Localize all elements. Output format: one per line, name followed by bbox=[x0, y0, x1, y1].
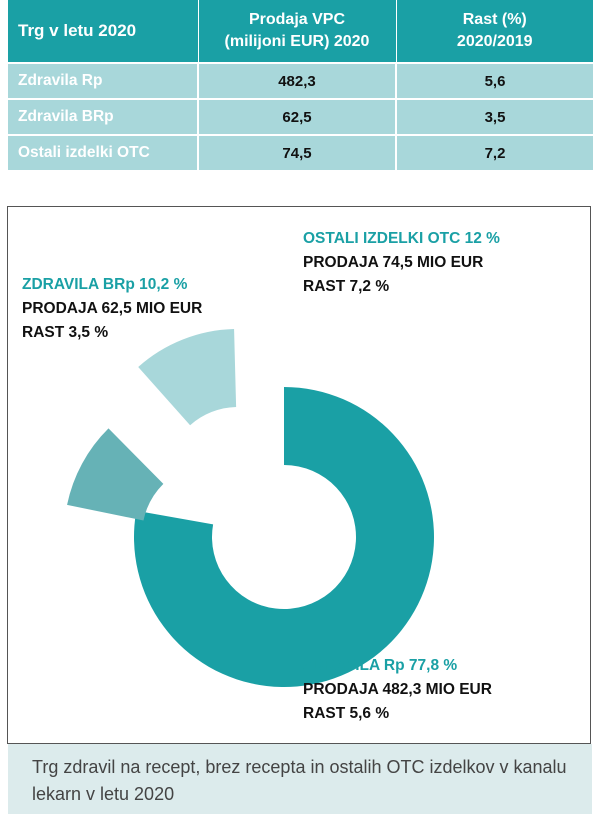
row-growth: 5,6 bbox=[396, 62, 593, 99]
table-row: Ostali izdelki OTC 74,5 7,2 bbox=[8, 134, 593, 170]
table-row: Zdravila BRp 62,5 3,5 bbox=[8, 98, 593, 135]
row-name: Zdravila BRp bbox=[8, 98, 199, 135]
label-rp-head: ZDRAVILA Rp 77,8 % bbox=[303, 657, 458, 674]
label-brp-sales: PRODAJA 62,5 MIO EUR bbox=[22, 300, 203, 317]
header-sales: Prodaja VPC (milijoni EUR) 2020 bbox=[198, 0, 397, 63]
slice-ostali-otc bbox=[138, 329, 237, 426]
donut-chart bbox=[67, 329, 435, 687]
row-name: Ostali izdelki OTC bbox=[8, 134, 199, 170]
row-growth: 7,2 bbox=[396, 134, 593, 170]
label-otc-growth: RAST 7,2 % bbox=[303, 278, 390, 295]
label-otc-sales: PRODAJA 74,5 MIO EUR bbox=[303, 254, 484, 271]
slice-zdravila-brp bbox=[67, 428, 164, 521]
row-name: Zdravila Rp bbox=[8, 62, 199, 99]
header-growth: Rast (%) 2020/2019 bbox=[396, 0, 593, 63]
label-otc-head: OSTALI IZDELKI OTC 12 % bbox=[303, 230, 500, 247]
row-growth: 3,5 bbox=[396, 98, 593, 135]
figure-caption: Trg zdravil na recept, brez recepta in o… bbox=[8, 744, 592, 814]
donut-chart-panel: OSTALI IZDELKI OTC 12 % PRODAJA 74,5 MIO… bbox=[7, 206, 591, 744]
table-row: Zdravila Rp 482,3 5,6 bbox=[8, 62, 593, 99]
label-brp-growth: RAST 3,5 % bbox=[22, 324, 109, 341]
label-rp-sales: PRODAJA 482,3 MIO EUR bbox=[303, 681, 492, 698]
label-brp-head: ZDRAVILA BRp 10,2 % bbox=[22, 276, 188, 293]
label-brp: ZDRAVILA BRp 10,2 % PRODAJA 62,5 MIO EUR… bbox=[22, 273, 202, 345]
header-market: Trg v letu 2020 bbox=[8, 0, 199, 63]
label-rp: ZDRAVILA Rp 77,8 % PRODAJA 482,3 MIO EUR… bbox=[303, 654, 492, 726]
slice-zdravila-rp bbox=[133, 387, 435, 687]
row-sales: 62,5 bbox=[198, 98, 397, 135]
label-otc: OSTALI IZDELKI OTC 12 % PRODAJA 74,5 MIO… bbox=[303, 227, 500, 299]
market-table: Trg v letu 2020 Prodaja VPC (milijoni EUR… bbox=[8, 0, 593, 170]
row-sales: 482,3 bbox=[198, 62, 397, 99]
table-header-row: Trg v letu 2020 Prodaja VPC (milijoni EUR… bbox=[8, 0, 593, 63]
label-rp-growth: RAST 5,6 % bbox=[303, 705, 390, 722]
row-sales: 74,5 bbox=[198, 134, 397, 170]
